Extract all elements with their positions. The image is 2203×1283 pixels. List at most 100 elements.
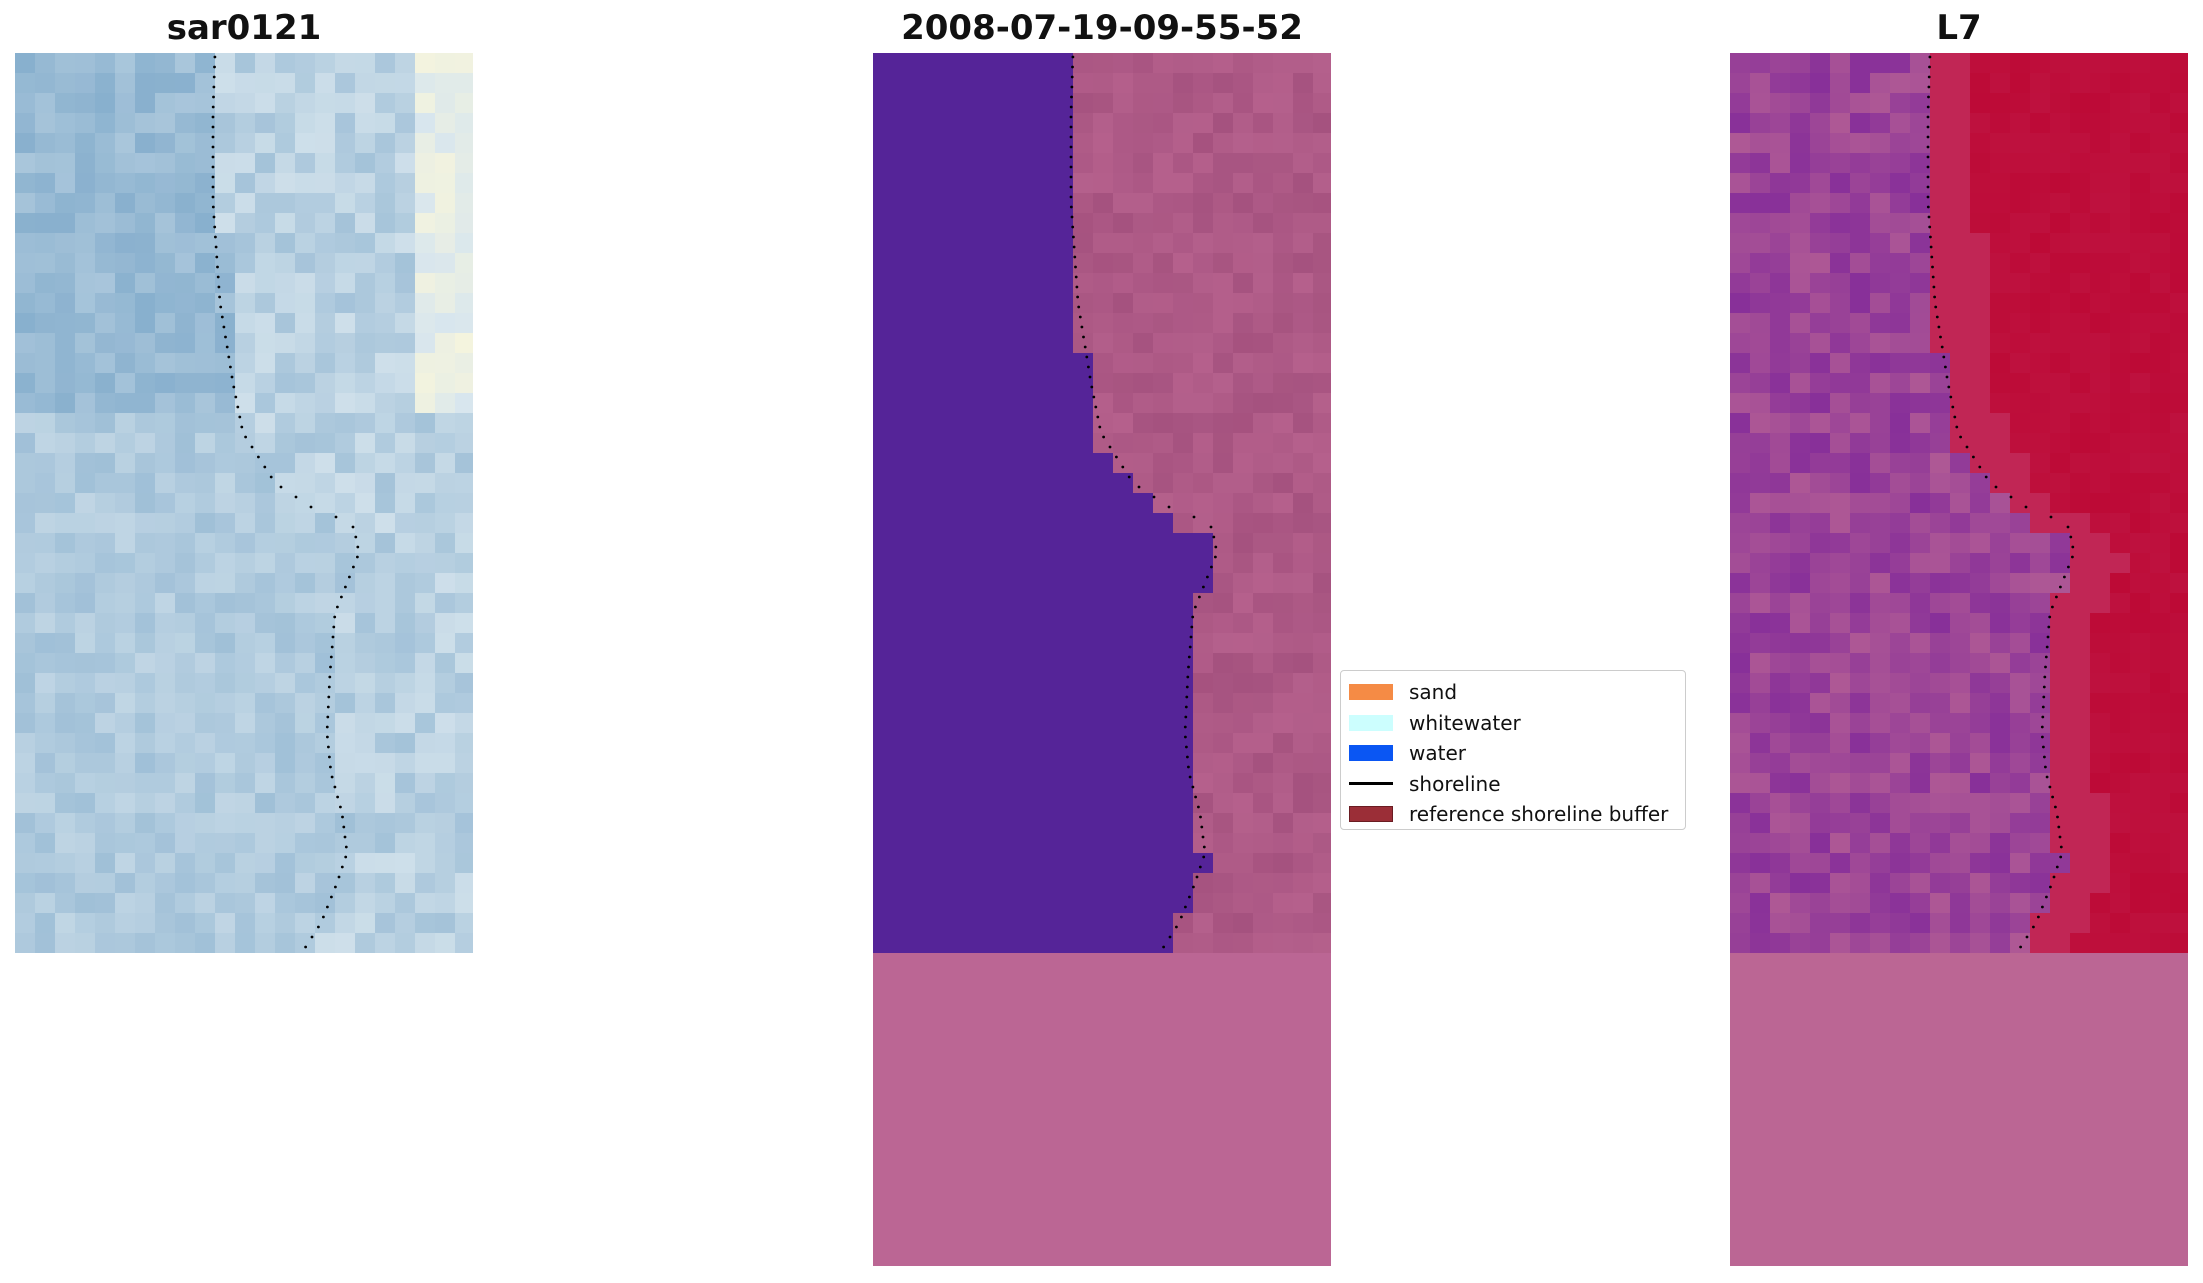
rgb-pixel (455, 273, 473, 293)
mndwi-pixel (1990, 293, 2010, 313)
mndwi-pixel (1970, 1193, 1990, 1213)
class-pixel (1173, 473, 1193, 493)
rgb-pixel (415, 573, 435, 593)
class-pixel (993, 1173, 1013, 1193)
rgb-pixel (115, 513, 135, 533)
mndwi-pixel (2130, 293, 2150, 313)
class-pixel (1093, 1093, 1113, 1113)
mndwi-pixel (1910, 413, 1930, 433)
mndwi-pixel (2110, 893, 2130, 913)
class-pixel (1253, 213, 1273, 233)
class-pixel (1053, 313, 1073, 333)
shoreline-point (1069, 165, 1073, 169)
class-pixel (1273, 1133, 1293, 1153)
shoreline-point (1202, 855, 1206, 859)
mndwi-pixel (1990, 1093, 2010, 1113)
mndwi-pixel (2150, 213, 2170, 233)
class-pixel (1233, 393, 1253, 413)
rgb-pixel (115, 853, 135, 873)
mndwi-pixel (1810, 513, 1830, 533)
class-pixel (1213, 193, 1233, 213)
rgb-pixel (15, 353, 35, 373)
class-pixel (1153, 833, 1173, 853)
class-pixel (953, 133, 973, 153)
rgb-pixel (95, 633, 115, 653)
class-pixel (1153, 713, 1173, 733)
shoreline-point (2048, 785, 2052, 789)
mndwi-pixel (2050, 333, 2070, 353)
class-pixel (1013, 973, 1033, 993)
rgb-pixel (175, 113, 195, 133)
mndwi-pixel (2130, 773, 2150, 793)
shoreline-point (211, 175, 215, 179)
mndwi-pixel (1750, 1073, 1770, 1093)
mndwi-pixel (1990, 1113, 2010, 1133)
rgb-pixel (175, 653, 195, 673)
class-pixel (1293, 1233, 1313, 1253)
shoreline-point (1071, 65, 1074, 69)
mndwi-pixel (2030, 373, 2050, 393)
mndwi-pixel (2030, 873, 2050, 893)
mndwi-pixel (2090, 693, 2110, 713)
class-pixel (893, 1193, 913, 1213)
mndwi-pixel (1930, 793, 1950, 813)
mndwi-pixel (1830, 1093, 1850, 1113)
mndwi-pixel (1770, 873, 1790, 893)
mndwi-pixel (2010, 1033, 2030, 1053)
class-pixel (1033, 533, 1053, 553)
rgb-pixel (355, 853, 375, 873)
mndwi-pixel (2010, 253, 2030, 273)
class-pixel (1013, 393, 1033, 413)
rgb-pixel (355, 273, 375, 293)
mndwi-pixel (1890, 573, 1910, 593)
mndwi-pixel (2110, 673, 2130, 693)
rgb-pixel (155, 553, 175, 573)
mndwi-pixel (1750, 353, 1770, 373)
class-pixel (1253, 713, 1273, 733)
mndwi-pixel (1750, 953, 1770, 973)
shoreline-point (1926, 135, 1930, 139)
legend-item-whitewater: whitewater (1349, 708, 1677, 739)
legend-item-sand: sand (1349, 677, 1677, 708)
mndwi-pixel (1830, 313, 1850, 333)
mndwi-pixel (2030, 953, 2050, 973)
class-pixel (1013, 993, 1033, 1013)
mndwi-pixel (2070, 353, 2090, 373)
mndwi-pixel (1910, 473, 1930, 493)
rgb-pixel (375, 133, 395, 153)
rgb-pixel (15, 753, 35, 773)
mndwi-pixel (2110, 1053, 2130, 1073)
rgb-pixel (375, 73, 395, 93)
rgb-pixel (195, 553, 215, 573)
class-pixel (1033, 653, 1053, 673)
mndwi-pixel (1870, 1033, 1890, 1053)
rgb-pixel (175, 513, 195, 533)
shoreline-point (1069, 115, 1073, 119)
rgb-pixel (315, 413, 335, 433)
class-pixel (933, 333, 953, 353)
mndwi-pixel (1990, 353, 2010, 373)
mndwi-pixel (2050, 933, 2070, 953)
rgb-pixel (335, 73, 355, 93)
mndwi-pixel (1790, 253, 1810, 273)
rgb-pixel (455, 193, 473, 213)
shoreline-point (1162, 945, 1165, 949)
shoreline-point (263, 465, 267, 469)
class-pixel (1013, 813, 1033, 833)
mndwi-pixel (1950, 193, 1970, 213)
mndwi-pixel (1830, 493, 1850, 513)
rgb-pixel (455, 393, 473, 413)
class-pixel (1213, 893, 1233, 913)
class-pixel (1173, 533, 1193, 553)
mndwi-pixel (2110, 593, 2130, 613)
rgb-pixel (375, 633, 395, 653)
class-pixel (1113, 993, 1133, 1013)
mndwi-pixel (2130, 453, 2150, 473)
class-pixel (1013, 173, 1033, 193)
class-pixel (893, 633, 913, 653)
mndwi-pixel (1890, 1093, 1910, 1113)
class-pixel (913, 593, 933, 613)
class-pixel (873, 193, 893, 213)
class-pixel (1033, 1013, 1053, 1033)
rgb-pixel (55, 413, 75, 433)
